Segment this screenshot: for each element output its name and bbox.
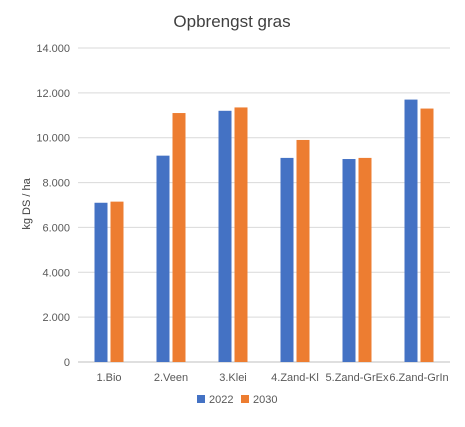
bar-2022-2.Veen bbox=[156, 155, 170, 362]
y-tick-label: 10.000 bbox=[36, 133, 70, 145]
y-tick-label: 4.000 bbox=[42, 267, 70, 279]
bar-2030-3.Klei bbox=[234, 107, 248, 362]
x-tick-label: 1.Bio bbox=[96, 372, 121, 384]
y-tick-label: 14.000 bbox=[36, 43, 70, 55]
gridlines bbox=[78, 47, 450, 363]
chart-title: Opbrengst gras bbox=[173, 12, 290, 31]
legend-label: 2022 bbox=[209, 394, 233, 406]
y-tick-label: 6.000 bbox=[42, 222, 70, 234]
legend: 2022 2030 bbox=[197, 394, 277, 406]
bar-2022-3.Klei bbox=[218, 110, 232, 362]
x-tick-label: 4.Zand-Kl bbox=[271, 372, 319, 384]
y-axis-label: kg DS / ha bbox=[21, 177, 33, 229]
y-tick-label: 8.000 bbox=[42, 178, 70, 190]
x-tick-label: 6.Zand-GrIn bbox=[389, 372, 448, 384]
bar-2030-6.Zand-GrIn bbox=[420, 108, 434, 362]
y-tick-label: 2.000 bbox=[42, 312, 70, 324]
bar-2022-4.Zand-Kl bbox=[280, 157, 294, 362]
bar-2022-6.Zand-GrIn bbox=[404, 99, 418, 362]
legend-item-2030: 2030 bbox=[241, 394, 277, 406]
legend-swatch bbox=[197, 395, 205, 403]
bar-2022-1.Bio bbox=[94, 202, 108, 362]
bar-2022-5.Zand-GrEx bbox=[342, 159, 356, 362]
bar-2030-5.Zand-GrEx bbox=[358, 157, 372, 362]
bars bbox=[94, 99, 434, 363]
bar-2030-1.Bio bbox=[110, 201, 124, 362]
y-tick-label: 0 bbox=[64, 357, 70, 369]
y-tick-label: 12.000 bbox=[36, 88, 70, 100]
bar-2030-4.Zand-Kl bbox=[296, 139, 310, 362]
x-tick-label: 3.Klei bbox=[219, 372, 247, 384]
legend-label: 2030 bbox=[253, 394, 277, 406]
legend-item-2022: 2022 bbox=[197, 394, 233, 406]
legend-swatch bbox=[241, 395, 249, 403]
bar-2030-2.Veen bbox=[172, 113, 186, 363]
x-tick-label: 5.Zand-GrEx bbox=[326, 372, 389, 384]
x-tick-label: 2.Veen bbox=[154, 372, 188, 384]
x-axis-ticks: 1.Bio 2.Veen 3.Klei 4.Zand-Kl 5.Zand-GrEx 6.Z… bbox=[96, 372, 448, 384]
y-axis-ticks: 0 2.000 4.000 6.000 8.000 10.000 12.000 14.000 bbox=[36, 43, 70, 369]
